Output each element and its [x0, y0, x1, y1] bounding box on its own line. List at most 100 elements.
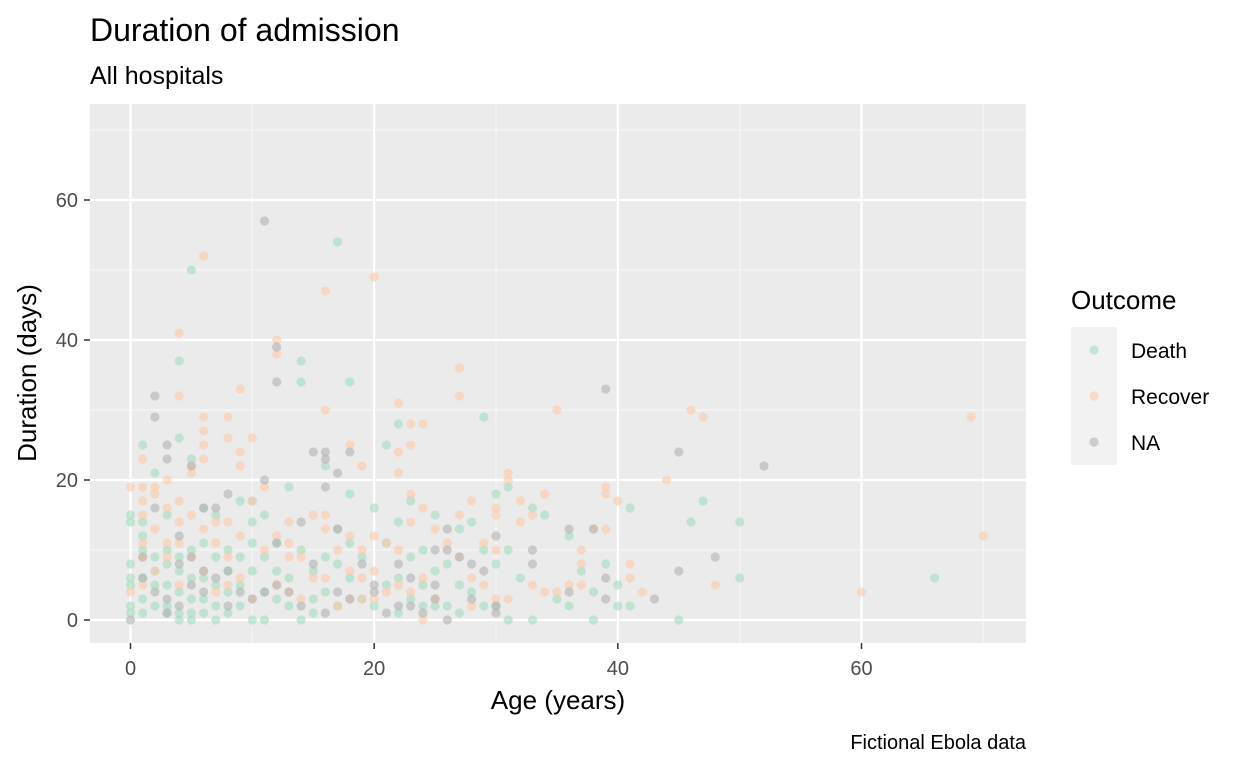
data-point — [357, 594, 367, 604]
legend-key-na — [1089, 437, 1099, 447]
data-point — [966, 412, 976, 422]
data-point — [223, 545, 233, 555]
data-point — [235, 531, 245, 541]
data-point — [259, 545, 270, 555]
data-point — [259, 587, 270, 597]
data-point — [150, 503, 160, 513]
data-point — [162, 552, 172, 562]
data-point — [333, 524, 343, 534]
data-point — [333, 468, 343, 478]
data-point — [296, 615, 306, 625]
data-point — [540, 510, 550, 520]
data-point — [138, 440, 148, 450]
data-point — [345, 377, 355, 387]
data-point — [454, 510, 464, 520]
data-point — [150, 524, 160, 534]
data-point — [406, 517, 416, 527]
data-point — [369, 587, 379, 597]
data-point — [174, 328, 184, 338]
data-point — [418, 545, 428, 555]
data-point — [247, 517, 257, 527]
data-point — [601, 524, 611, 534]
data-point — [174, 496, 184, 506]
data-point — [369, 601, 379, 611]
data-point — [418, 615, 428, 625]
data-point — [357, 559, 367, 569]
chart-caption: Fictional Ebola data — [850, 732, 1027, 754]
data-point — [454, 391, 464, 401]
data-point — [150, 489, 160, 499]
data-point — [223, 580, 233, 590]
data-point — [674, 566, 684, 576]
data-point — [235, 496, 245, 506]
data-point — [564, 524, 574, 534]
data-point — [272, 342, 282, 352]
data-point — [211, 580, 221, 590]
data-point — [162, 510, 172, 520]
data-point — [601, 482, 611, 492]
data-point — [479, 545, 489, 555]
data-point — [333, 601, 343, 611]
data-point — [393, 398, 404, 408]
data-point — [406, 587, 416, 597]
data-point — [125, 573, 136, 583]
data-point — [162, 559, 172, 569]
data-point — [235, 601, 245, 611]
data-point — [686, 405, 696, 415]
data-point — [162, 608, 172, 618]
data-point — [186, 552, 196, 562]
data-point — [406, 594, 416, 604]
data-point — [259, 552, 270, 562]
data-point — [467, 496, 477, 506]
data-point — [576, 580, 586, 590]
data-point — [454, 580, 464, 590]
data-point — [199, 251, 209, 261]
data-point — [430, 601, 440, 611]
data-point — [491, 510, 501, 520]
data-point — [467, 573, 477, 583]
data-point — [515, 517, 526, 527]
y-axis-title: Duration (days) — [12, 284, 42, 462]
data-point — [162, 454, 172, 464]
data-point — [649, 594, 660, 604]
data-point — [393, 573, 404, 583]
data-point — [138, 545, 148, 555]
data-point — [150, 552, 160, 562]
data-point — [406, 440, 416, 450]
data-point — [479, 566, 489, 576]
data-point — [138, 510, 148, 520]
data-point — [856, 587, 867, 597]
data-point — [381, 440, 391, 450]
data-point — [320, 447, 330, 457]
data-point — [150, 482, 160, 492]
data-point — [320, 454, 330, 464]
data-point — [393, 545, 404, 555]
data-point — [138, 496, 148, 506]
legend-key-death — [1089, 345, 1099, 355]
data-point — [235, 580, 245, 590]
data-point — [284, 587, 294, 597]
data-point — [418, 573, 428, 583]
legend: Outcome Death Recover NA — [1071, 285, 1209, 465]
data-point — [637, 587, 647, 597]
data-point — [150, 587, 160, 597]
data-point — [150, 391, 160, 401]
data-point — [272, 349, 282, 359]
data-point — [211, 587, 221, 597]
data-point — [296, 594, 306, 604]
x-axis-title: Age (years) — [491, 685, 625, 715]
chart-subtitle: All hospitals — [90, 62, 223, 90]
data-point — [662, 475, 672, 485]
data-point — [503, 482, 513, 492]
data-point — [333, 587, 343, 597]
data-point — [540, 489, 550, 499]
data-point — [527, 510, 538, 520]
data-point — [186, 545, 196, 555]
data-point — [125, 517, 136, 527]
data-point — [503, 545, 513, 555]
data-point — [345, 573, 355, 583]
data-point — [601, 573, 611, 583]
data-point — [588, 524, 599, 534]
data-point — [345, 447, 355, 457]
data-point — [162, 580, 172, 590]
